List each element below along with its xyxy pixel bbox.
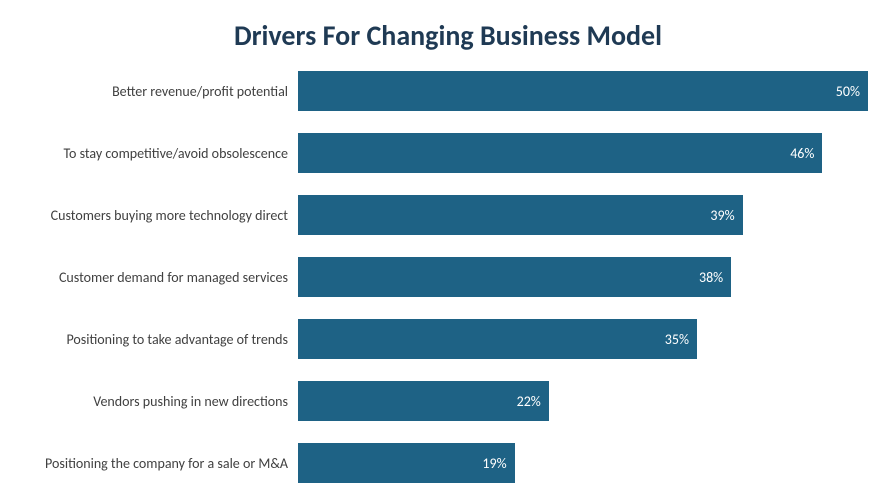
- bar-track: 38%: [298, 257, 868, 297]
- bar-value-label: 38%: [699, 269, 723, 286]
- bar-value-label: 22%: [517, 393, 541, 410]
- chart-row: To stay competitive/avoid obsolescence 4…: [28, 133, 868, 173]
- y-axis-label: Better revenue/profit potential: [28, 83, 298, 100]
- bar-track: 35%: [298, 319, 868, 359]
- chart-row: Vendors pushing in new directions 22%: [28, 381, 868, 421]
- chart-row: Positioning the company for a sale or M&…: [28, 443, 868, 483]
- bar: 50%: [298, 71, 868, 111]
- y-axis-label: Vendors pushing in new directions: [28, 393, 298, 410]
- chart-rows: Better revenue/profit potential 50% To s…: [28, 71, 868, 483]
- chart-title: Drivers For Changing Business Model: [28, 18, 868, 53]
- chart-row: Customers buying more technology direct …: [28, 195, 868, 235]
- y-axis-label: Customer demand for managed services: [28, 269, 298, 286]
- chart-row: Positioning to take advantage of trends …: [28, 319, 868, 359]
- bar-track: 50%: [298, 71, 868, 111]
- bar: 35%: [298, 319, 697, 359]
- bar-track: 46%: [298, 133, 868, 173]
- y-axis-label: Customers buying more technology direct: [28, 207, 298, 224]
- chart-row: Customer demand for managed services 38%: [28, 257, 868, 297]
- bar-value-label: 39%: [710, 207, 734, 224]
- bar-track: 19%: [298, 443, 868, 483]
- bar: 46%: [298, 133, 822, 173]
- bar-value-label: 50%: [836, 83, 860, 100]
- bar: 19%: [298, 443, 515, 483]
- chart-container: Drivers For Changing Business Model Bett…: [0, 0, 896, 503]
- chart-row: Better revenue/profit potential 50%: [28, 71, 868, 111]
- bar-value-label: 46%: [790, 145, 814, 162]
- bar-track: 22%: [298, 381, 868, 421]
- bar-value-label: 35%: [665, 331, 689, 348]
- y-axis-label: To stay competitive/avoid obsolescence: [28, 145, 298, 162]
- bar: 39%: [298, 195, 743, 235]
- bar-value-label: 19%: [482, 455, 506, 472]
- bar: 22%: [298, 381, 549, 421]
- y-axis-label: Positioning to take advantage of trends: [28, 331, 298, 348]
- bar: 38%: [298, 257, 731, 297]
- y-axis-label: Positioning the company for a sale or M&…: [28, 455, 298, 472]
- bar-track: 39%: [298, 195, 868, 235]
